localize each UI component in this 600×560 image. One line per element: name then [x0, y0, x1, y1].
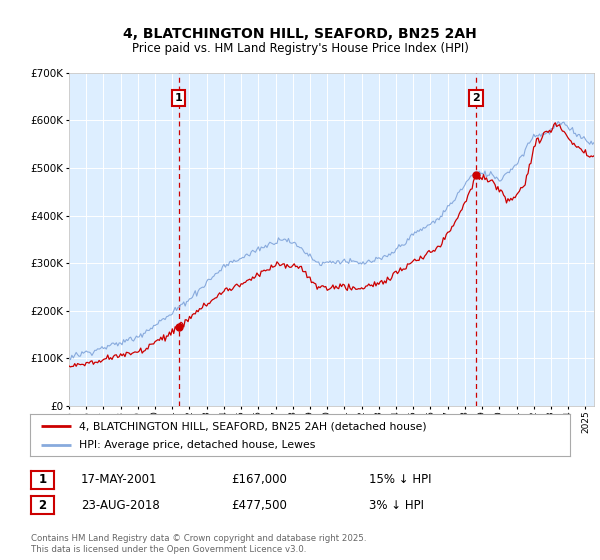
- Text: 4, BLATCHINGTON HILL, SEAFORD, BN25 2AH (detached house): 4, BLATCHINGTON HILL, SEAFORD, BN25 2AH …: [79, 421, 426, 431]
- Text: 4, BLATCHINGTON HILL, SEAFORD, BN25 2AH: 4, BLATCHINGTON HILL, SEAFORD, BN25 2AH: [123, 27, 477, 41]
- Text: Price paid vs. HM Land Registry's House Price Index (HPI): Price paid vs. HM Land Registry's House …: [131, 42, 469, 55]
- Text: £477,500: £477,500: [231, 498, 287, 512]
- Text: 23-AUG-2018: 23-AUG-2018: [81, 498, 160, 512]
- Text: 2: 2: [472, 93, 480, 103]
- Text: £167,000: £167,000: [231, 473, 287, 487]
- Text: Contains HM Land Registry data © Crown copyright and database right 2025.
This d: Contains HM Land Registry data © Crown c…: [31, 534, 367, 554]
- Text: 2: 2: [38, 498, 47, 512]
- Text: 1: 1: [175, 93, 182, 103]
- Text: 15% ↓ HPI: 15% ↓ HPI: [369, 473, 431, 487]
- Text: 3% ↓ HPI: 3% ↓ HPI: [369, 498, 424, 512]
- Text: HPI: Average price, detached house, Lewes: HPI: Average price, detached house, Lewe…: [79, 440, 315, 450]
- Text: 17-MAY-2001: 17-MAY-2001: [81, 473, 157, 487]
- Text: 1: 1: [38, 473, 47, 487]
